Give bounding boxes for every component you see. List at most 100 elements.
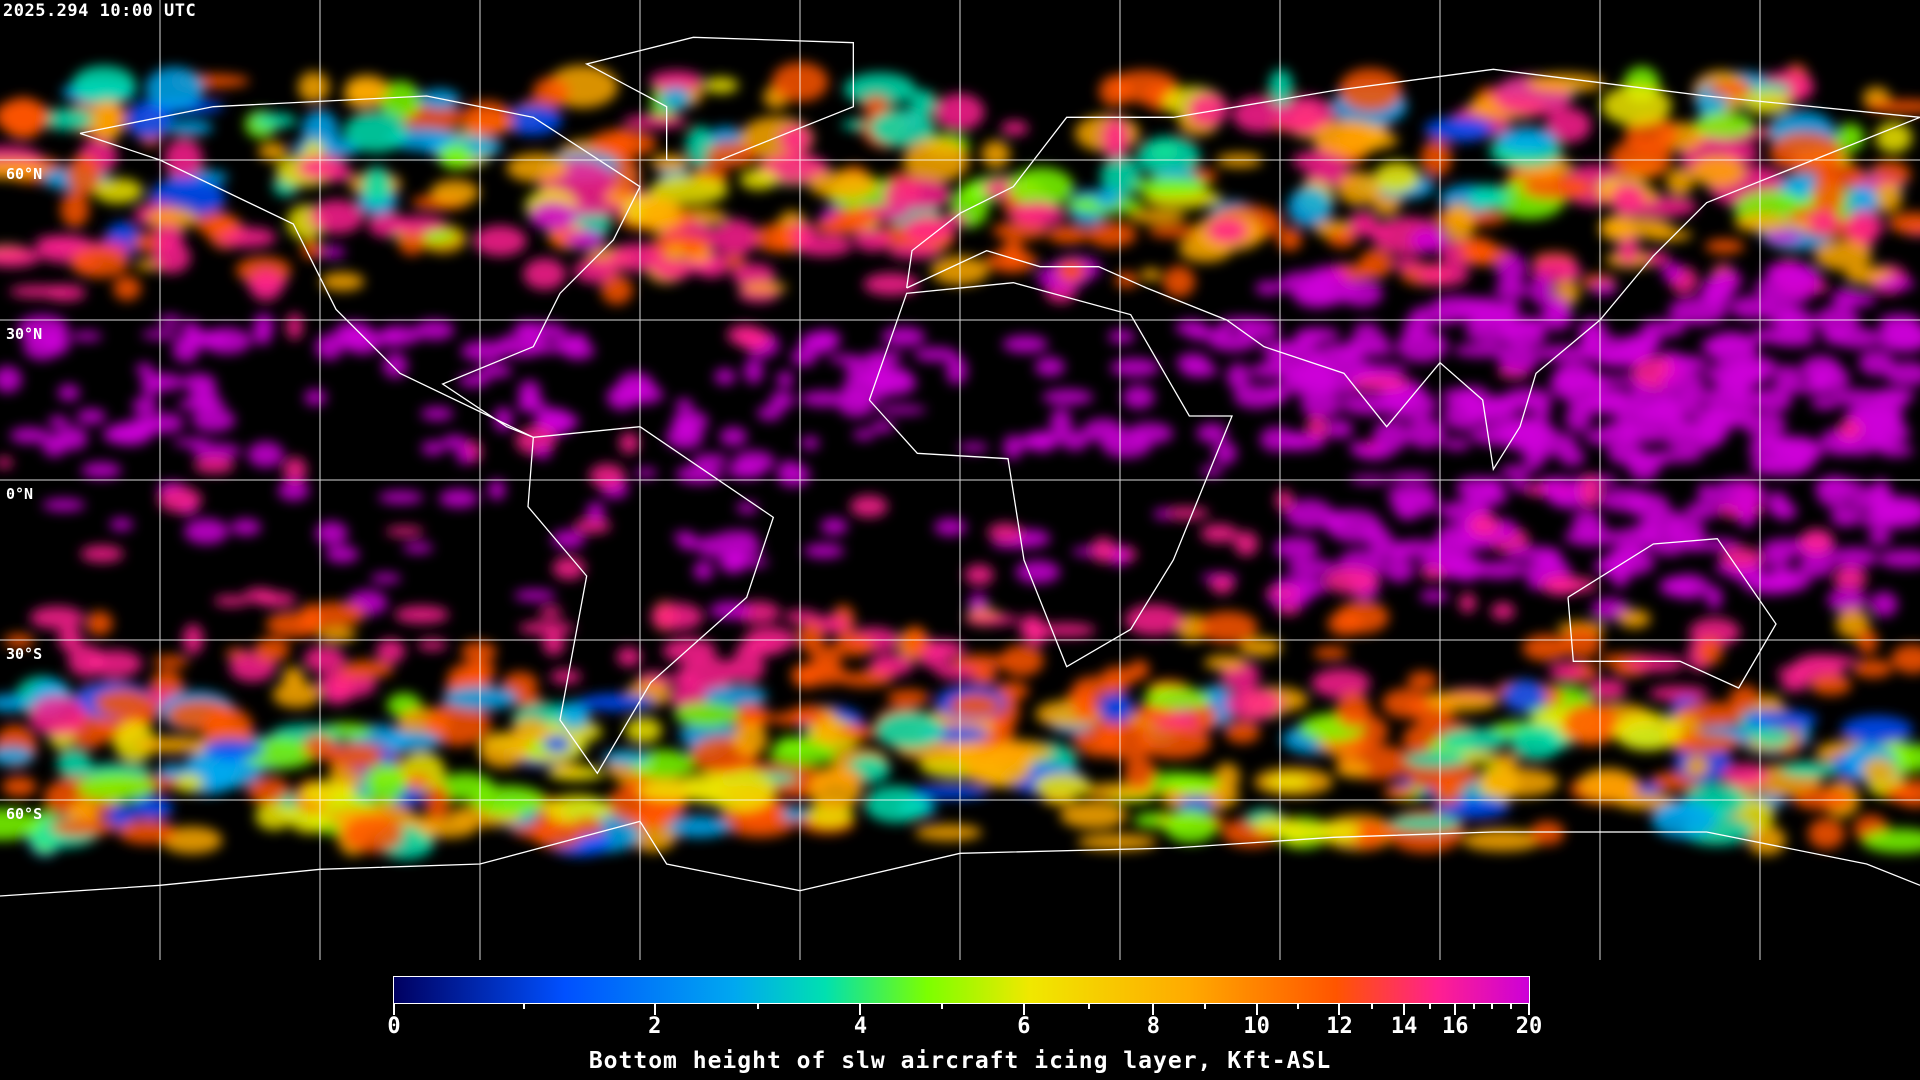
icing-cell (1764, 568, 1812, 592)
icing-cell (113, 276, 142, 301)
icing-cell (1562, 703, 1621, 746)
icing-cell (534, 444, 551, 460)
icing-cell (913, 347, 959, 362)
major-tick (1022, 1003, 1025, 1015)
icing-cell (1726, 389, 1768, 406)
icing-cell (731, 263, 776, 287)
icing-cell (523, 258, 566, 290)
icing-cell (1047, 225, 1090, 245)
icing-cell (370, 573, 402, 584)
icing-cell (1153, 508, 1172, 520)
icing-cell (397, 225, 426, 256)
icing-cell (1792, 787, 1853, 811)
icing-cell (1168, 773, 1221, 794)
icing-cell (874, 711, 944, 749)
icing-cell (254, 113, 297, 128)
icing-cell (181, 373, 216, 392)
icing-cell (1336, 691, 1371, 729)
icing-cell (1296, 371, 1338, 392)
icing-cell (1591, 281, 1617, 296)
icing-cell (1646, 229, 1693, 241)
icing-cell (1277, 227, 1303, 251)
timestamp: 2025.294 10:00 UTC (3, 1, 197, 21)
icing-cell (42, 433, 67, 458)
minor-tick (1428, 1003, 1431, 1009)
icing-cell (1274, 536, 1319, 560)
icing-cell (1010, 201, 1065, 227)
icing-cell (665, 815, 732, 838)
icing-cell (1468, 301, 1518, 324)
icing-cell (849, 495, 888, 518)
icing-cell (1311, 668, 1371, 698)
icing-cell (1527, 73, 1605, 93)
icing-cell (1816, 475, 1853, 508)
minor-tick (1203, 1003, 1206, 1009)
icing-cell (1756, 293, 1810, 305)
icing-cell (1284, 431, 1306, 452)
icing-cell (589, 463, 626, 489)
icing-cell (1534, 344, 1594, 362)
minor-tick (1087, 1003, 1090, 1009)
icing-cell (471, 785, 546, 817)
icing-cell (1326, 509, 1383, 543)
icing-cell (66, 154, 102, 196)
icing-cell (1777, 665, 1811, 682)
icing-cell (1472, 560, 1527, 579)
icing-cell (1833, 566, 1868, 591)
icing-cell (844, 72, 917, 106)
icing-cell (757, 405, 783, 421)
icing-cell (681, 235, 705, 257)
icing-cell (478, 731, 529, 768)
icing-cell (769, 711, 828, 726)
icing-cell (430, 179, 480, 206)
icing-cell (692, 453, 729, 467)
icing-cell (1312, 119, 1384, 157)
icing-cell (837, 671, 894, 688)
major-tick (653, 1003, 656, 1015)
icing-cell (392, 216, 446, 233)
icing-cell (1, 776, 37, 797)
icing-cell (1132, 176, 1209, 197)
icing-cell (1349, 211, 1378, 229)
icing-cell (1434, 774, 1463, 806)
icing-cell (616, 647, 642, 667)
icing-cell (1177, 796, 1216, 814)
icing-cell (1196, 423, 1228, 444)
icing-cell (1666, 167, 1694, 196)
icing-cell (158, 486, 202, 513)
tick-label: 4 (853, 1014, 868, 1039)
icing-cell (1127, 209, 1187, 224)
icing-cell (109, 518, 134, 531)
icing-cell (1440, 562, 1484, 579)
icing-cell (1858, 349, 1895, 376)
icing-cell (135, 736, 211, 754)
icing-cell (732, 722, 768, 757)
icing-cell (1661, 261, 1683, 283)
icing-cell (881, 326, 926, 347)
icing-cell (1835, 123, 1865, 152)
icing-cell (729, 650, 765, 683)
icing-cell (342, 814, 404, 854)
icing-cell (161, 826, 223, 854)
icing-cell (836, 724, 876, 740)
icing-cell (414, 320, 455, 341)
icing-cell (1742, 709, 1818, 730)
icing-cell (152, 655, 190, 668)
icing-cell (42, 498, 86, 512)
icing-cell (1764, 462, 1806, 477)
icing-cell (71, 65, 137, 105)
icing-cell (870, 653, 915, 676)
icing-cell (376, 638, 406, 664)
icing-cell (1049, 408, 1072, 437)
icing-cell (609, 243, 664, 272)
icing-cell (673, 531, 696, 542)
icing-cell (693, 560, 714, 581)
icing-cell (1374, 161, 1420, 194)
icing-cell (38, 108, 101, 131)
icing-cell (1038, 623, 1096, 638)
icing-cell (1421, 567, 1445, 580)
icing-cell (741, 281, 788, 294)
icing-cell (1814, 240, 1873, 271)
icing-cell (1086, 221, 1137, 248)
icing-cell (1508, 479, 1531, 491)
